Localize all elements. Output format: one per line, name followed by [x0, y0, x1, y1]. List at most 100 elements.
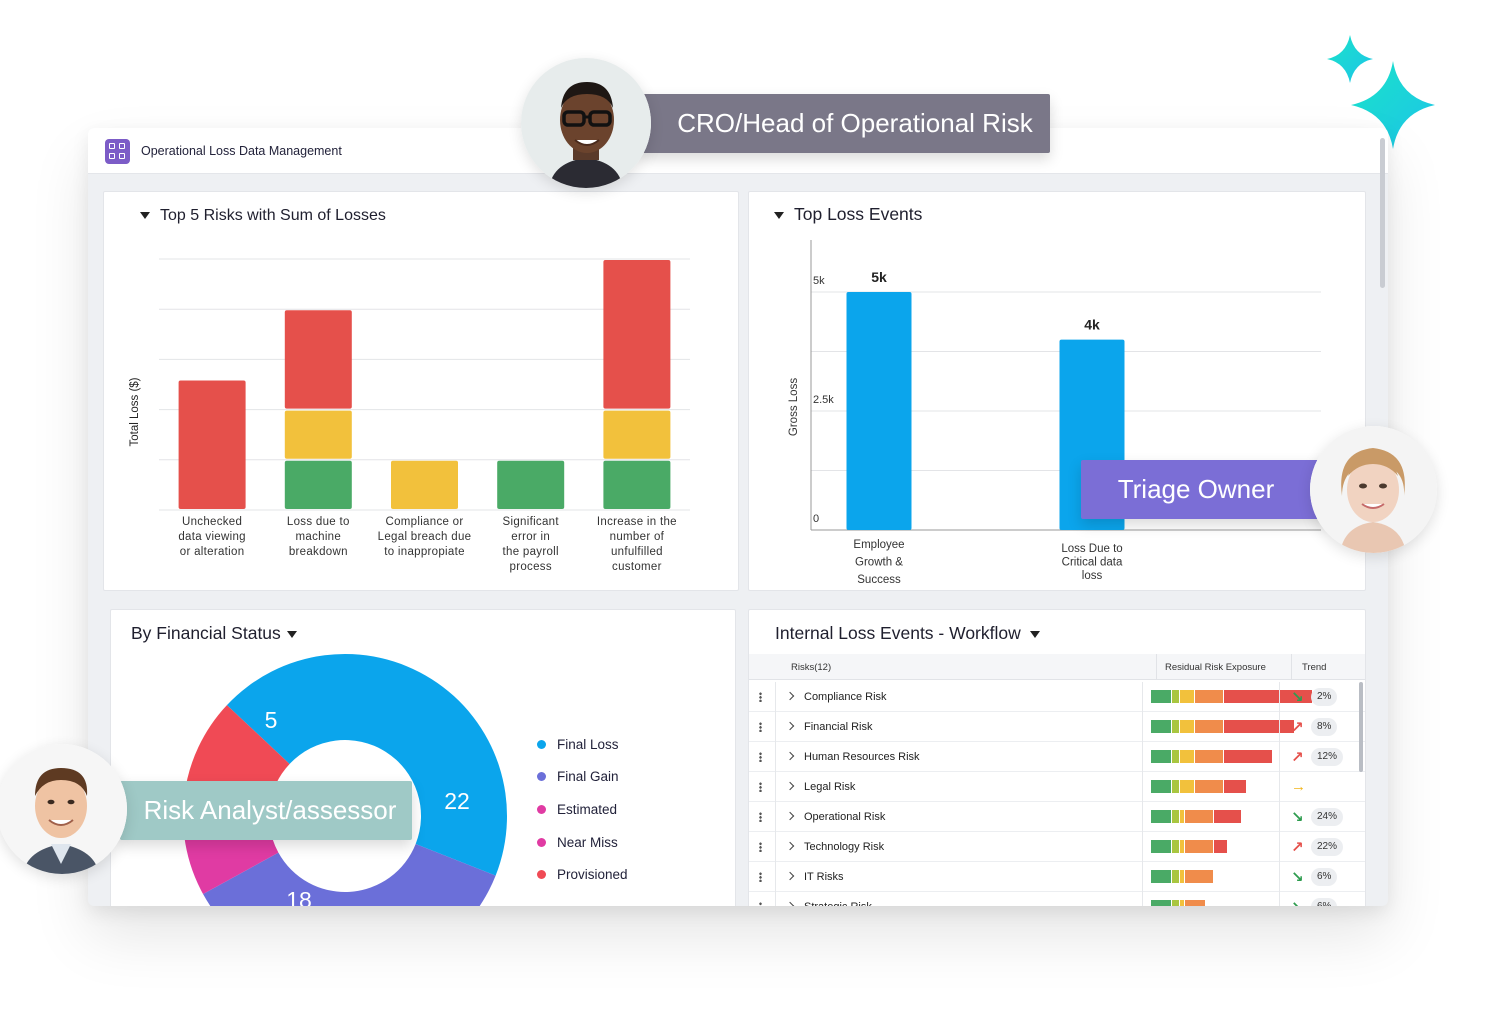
table-row[interactable]: IT Risks ↘ 6%	[749, 862, 1365, 892]
bar-yellow[interactable]	[391, 460, 458, 509]
expand-chevron-icon[interactable]	[785, 721, 795, 731]
exposure-segment	[1172, 690, 1179, 703]
bar-loss-event[interactable]	[846, 292, 912, 530]
kebab-menu-icon[interactable]	[759, 812, 762, 822]
top5-risks-title[interactable]: Top 5 Risks with Sum of Losses	[140, 207, 386, 225]
slice-label-provisioned: 5	[265, 707, 278, 733]
col-rre[interactable]: Residual Risk Exposure	[1165, 662, 1266, 673]
residual-risk-bar	[1151, 690, 1313, 703]
legend-item[interactable]: Estimated	[537, 793, 628, 826]
exposure-segment	[1180, 840, 1185, 853]
expand-chevron-icon[interactable]	[785, 841, 795, 851]
expand-chevron-icon[interactable]	[785, 811, 795, 821]
exposure-segment	[1180, 870, 1185, 883]
bar-yellow[interactable]	[284, 410, 352, 459]
exposure-segment	[1180, 900, 1185, 906]
col-trend[interactable]: Trend	[1302, 662, 1327, 673]
table-row[interactable]: Legal Risk →	[749, 772, 1365, 802]
exposure-segment	[1172, 750, 1179, 763]
x-tick-label: Loss Due to	[1061, 543, 1122, 555]
bar-green[interactable]	[497, 460, 565, 509]
x-tick-label: machine	[296, 531, 342, 543]
legend-label: Estimated	[557, 801, 618, 817]
donut-slice-final-loss[interactable]	[226, 654, 507, 876]
bar-red[interactable]	[603, 260, 671, 409]
x-tick-label: process	[510, 561, 552, 573]
dashboard-icon[interactable]	[105, 139, 130, 164]
legend-item[interactable]: Final Loss	[537, 728, 628, 761]
risk-name[interactable]: Technology Risk	[804, 841, 885, 853]
table-row[interactable]: Operational Risk ↘ 24%	[749, 802, 1365, 832]
risk-name[interactable]: IT Risks	[804, 871, 844, 883]
table-row[interactable]: Human Resources Risk ↗ 12%	[749, 742, 1365, 772]
workflow-title[interactable]: Internal Loss Events - Workflow	[775, 623, 1040, 644]
triage-avatar	[1310, 426, 1437, 553]
trend-percent: 22%	[1311, 838, 1344, 856]
bar-green[interactable]	[603, 460, 671, 509]
donut-slice-estimated[interactable]	[184, 825, 279, 895]
workflow-card: Internal Loss Events - Workflow Risks(12…	[748, 609, 1366, 906]
risk-name[interactable]: Financial Risk	[804, 721, 873, 733]
window-scrollbar[interactable]	[1380, 138, 1385, 288]
expand-chevron-icon[interactable]	[785, 691, 795, 701]
risk-name[interactable]: Operational Risk	[804, 811, 886, 823]
risk-name[interactable]: Legal Risk	[804, 781, 856, 793]
exposure-segment	[1195, 690, 1223, 703]
donut-slice-final-gain[interactable]	[203, 843, 496, 906]
expand-chevron-icon[interactable]	[785, 901, 795, 906]
bar-red[interactable]	[284, 310, 352, 409]
y-axis-label: Total Loss ($)	[129, 377, 141, 446]
risk-name[interactable]: Compliance Risk	[804, 691, 887, 703]
x-tick-label: Increase in the	[597, 516, 677, 528]
risk-name[interactable]: Human Resources Risk	[804, 751, 920, 763]
table-row[interactable]: Financial Risk ↗ 8%	[749, 712, 1365, 742]
exposure-segment	[1214, 810, 1241, 823]
dropdown-icon[interactable]	[286, 630, 297, 638]
dropdown-icon[interactable]	[1029, 630, 1040, 638]
kebab-menu-icon[interactable]	[759, 782, 762, 792]
trend-icon: ↗	[1291, 719, 1304, 736]
table-row[interactable]: Strategic Risk ↘ 6%	[749, 892, 1365, 906]
kebab-menu-icon[interactable]	[759, 872, 762, 882]
kebab-menu-icon[interactable]	[759, 752, 762, 762]
trend-icon: →	[1291, 778, 1306, 795]
exposure-segment	[1151, 690, 1171, 703]
legend-item[interactable]: Final Gain	[537, 761, 628, 794]
trend-percent: 24%	[1311, 808, 1344, 826]
kebab-menu-icon[interactable]	[759, 842, 762, 852]
table-scrollbar[interactable]	[1359, 682, 1363, 772]
kebab-menu-icon[interactable]	[759, 902, 762, 906]
legend-label: Provisioned	[557, 867, 628, 883]
expand-chevron-icon[interactable]	[785, 751, 795, 761]
financial-status-donut: 22 18 5	[183, 654, 507, 906]
collapse-icon[interactable]	[140, 212, 150, 220]
exposure-segment	[1151, 870, 1171, 883]
table-row[interactable]: Compliance Risk ↘ 2%	[749, 682, 1365, 712]
kebab-menu-icon[interactable]	[759, 722, 762, 732]
kebab-menu-icon[interactable]	[759, 692, 762, 702]
x-tick-label: Success	[857, 574, 901, 586]
collapse-icon[interactable]	[774, 211, 784, 219]
legend-item[interactable]: Near Miss	[537, 826, 628, 859]
col-risks[interactable]: Risks(12)	[791, 662, 832, 673]
legend-item[interactable]: Provisioned	[537, 858, 628, 891]
top-loss-events-title[interactable]: Top Loss Events	[774, 204, 922, 225]
trend-icon: ↗	[1291, 839, 1304, 856]
x-tick-label: breakdown	[289, 546, 348, 558]
trend-icon: ↘	[1291, 689, 1304, 706]
analyst-persona-text: Risk Analyst/assessor	[143, 795, 397, 825]
exposure-segment	[1180, 780, 1194, 793]
table-row[interactable]: Technology Risk ↗ 22%	[749, 832, 1365, 862]
top-loss-events-chart: 0 2.5k 5k Gross Loss 5k Employee Growth & Succe…	[788, 240, 1321, 586]
bar-green[interactable]	[284, 460, 352, 509]
risk-name[interactable]: Strategic Risk	[804, 901, 872, 906]
residual-risk-bar	[1151, 810, 1242, 823]
exposure-segment	[1151, 780, 1171, 793]
bar-yellow[interactable]	[603, 410, 671, 459]
financial-status-title[interactable]: By Financial Status	[131, 623, 297, 644]
exposure-segment	[1151, 750, 1171, 763]
expand-chevron-icon[interactable]	[785, 781, 795, 791]
expand-chevron-icon[interactable]	[785, 871, 795, 881]
bar-red[interactable]	[178, 380, 246, 509]
x-tick-label: Growth &	[855, 557, 903, 569]
